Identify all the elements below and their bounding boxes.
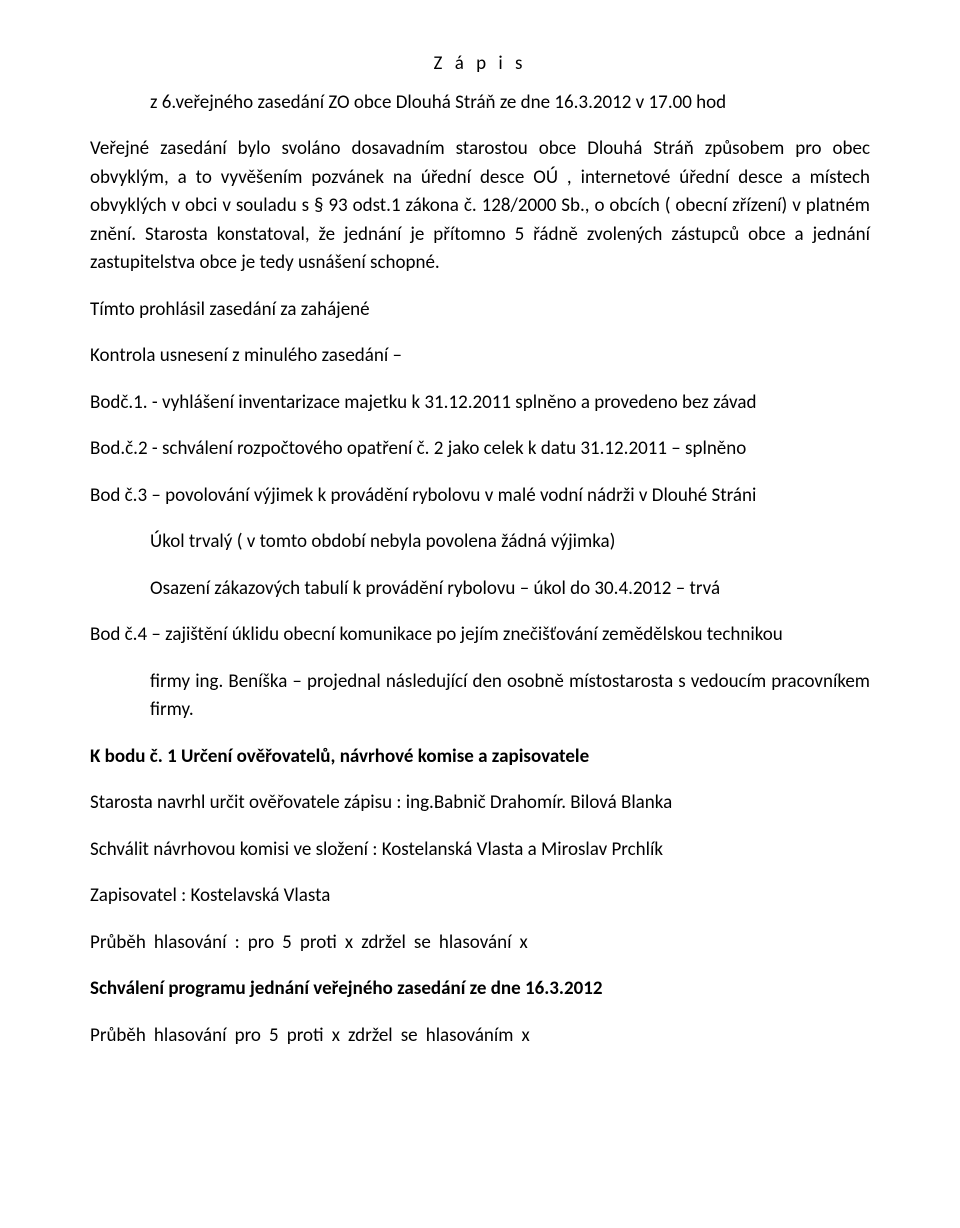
bod3-paragraph: Bod č.3 – povolování výjimek k provádění… (90, 482, 870, 511)
document-subtitle: z 6.veřejného zasedání ZO obce Dlouhá St… (150, 89, 870, 118)
section-heading-2: Schválení programu jednání veřejného zas… (90, 975, 870, 1004)
bod3-sub2: Osazení zákazových tabulí k provádění ry… (150, 575, 870, 604)
bod4-paragraph: Bod č.4 – zajištění úklidu obecní komuni… (90, 621, 870, 650)
voting-result-2: Průběh hlasování pro 5 proti x zdržel se… (90, 1022, 870, 1051)
voting-result-1: Průběh hlasování : pro 5 proti x zdržel … (90, 929, 870, 958)
kontrola-heading: Kontrola usnesení z minulého zasedání – (90, 342, 870, 371)
zapisovatel-paragraph: Zapisovatel : Kostelavská Vlasta (90, 882, 870, 911)
section-heading-1: K bodu č. 1 Určení ověřovatelů, návrhové… (90, 743, 870, 772)
declaration-paragraph: Tímto prohlásil zasedání za zahájené (90, 296, 870, 325)
intro-paragraph: Veřejné zasedání bylo svoláno dosavadním… (90, 135, 870, 278)
document-page: Z á p i s z 6.veřejného zasedání ZO obce… (0, 0, 960, 1228)
overovatel-paragraph: Starosta navrhl určit ověřovatele zápisu… (90, 789, 870, 818)
bod4-sub1: firmy ing. Beníška – projednal následují… (150, 668, 870, 725)
bod1-paragraph: Bodč.1. - vyhlášení inventarizace majetk… (90, 389, 870, 418)
bod3-sub1: Úkol trvalý ( v tomto období nebyla povo… (150, 528, 870, 557)
document-title: Z á p i s (90, 50, 870, 79)
navrhova-komise-paragraph: Schválit návrhovou komisi ve složení : K… (90, 836, 870, 865)
bod2-paragraph: Bod.č.2 - schválení rozpočtového opatřen… (90, 435, 870, 464)
